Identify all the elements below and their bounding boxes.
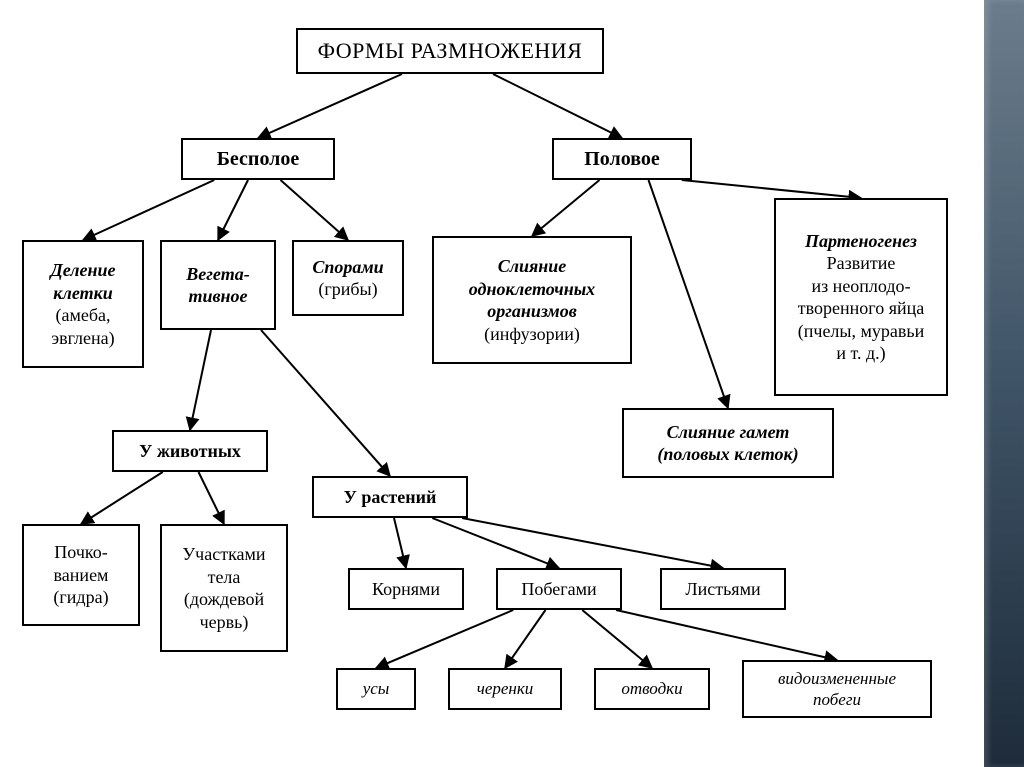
label-unicell-t: Слияние одноклеточных организмов (442, 255, 622, 323)
label-root: ФОРМЫ РАЗМНОЖЕНИЯ (306, 37, 594, 65)
node-unicellular-fusion: Слияние одноклеточных организмов (инфузо… (432, 236, 632, 364)
label-parthen-p: Развитие из неоплодо­творенного яйца (пч… (784, 252, 938, 365)
label-cell-div-paren: (амеба, эвглена) (32, 304, 134, 349)
node-layering: отводки (594, 668, 710, 710)
node-budding: Почко- ванием (гидра) (22, 524, 140, 626)
label-veget-l2: тивное (170, 285, 266, 308)
node-shoots: Побегами (496, 568, 622, 610)
diagram-stage: { "diagram": { "type": "tree", "backgrou… (0, 0, 1024, 767)
label-frag-l2: тела (170, 566, 278, 589)
node-root: ФОРМЫ РАЗМНОЖЕНИЯ (296, 28, 604, 74)
label-gametes-l1: Слияние гамет (632, 421, 824, 444)
label-frag-l1: Участками (170, 543, 278, 566)
label-shoots: Побегами (506, 578, 612, 601)
node-modified-shoots: видоизмененные побеги (742, 660, 932, 718)
node-animals: У животных (112, 430, 268, 472)
label-cell-div-title: Деление клетки (32, 259, 134, 304)
label-gametes-l2: (половых клеток) (632, 443, 824, 466)
node-body-fragments: Участками тела (дождевой червь) (160, 524, 288, 652)
label-cuttings: черенки (458, 678, 552, 699)
label-layering: отводки (604, 678, 700, 699)
node-spores: Спорами (грибы) (292, 240, 404, 316)
label-veget-l1: Вегета- (170, 263, 266, 286)
label-roots: Корнями (358, 578, 454, 601)
node-runners: усы (336, 668, 416, 710)
node-leaves: Листьями (660, 568, 786, 610)
slide-sidebar (984, 0, 1024, 767)
label-budding-l1: Почко- (32, 541, 130, 564)
node-parthenogenesis: Партеногенез Развитие из неоплодо­творен… (774, 198, 948, 396)
label-spores-t: Спорами (302, 256, 394, 279)
node-cell-division: Деление клетки (амеба, эвглена) (22, 240, 144, 368)
label-budding-l2: ванием (32, 564, 130, 587)
label-animals: У животных (122, 440, 258, 463)
node-vegetative: Вегета- тивное (160, 240, 276, 330)
label-plants: У растений (322, 486, 458, 509)
label-spores-p: (грибы) (302, 278, 394, 301)
label-budding-p: (гидра) (32, 586, 130, 609)
label-modshoots: видоизмененные побеги (752, 668, 922, 711)
node-cuttings: черенки (448, 668, 562, 710)
node-plants: У растений (312, 476, 468, 518)
node-gamete-fusion: Слияние гамет (половых клеток) (622, 408, 834, 478)
label-parthen-t: Партеногенез (784, 230, 938, 253)
label-asexual: Бесполое (191, 147, 325, 172)
label-leaves: Листьями (670, 578, 776, 601)
node-asexual: Бесполое (181, 138, 335, 180)
label-runners: усы (346, 678, 406, 699)
label-sexual: Половое (562, 147, 682, 172)
label-unicell-p: (инфузории) (442, 323, 622, 346)
node-sexual: Половое (552, 138, 692, 180)
node-roots: Корнями (348, 568, 464, 610)
label-frag-p: (дождевой червь) (170, 588, 278, 633)
